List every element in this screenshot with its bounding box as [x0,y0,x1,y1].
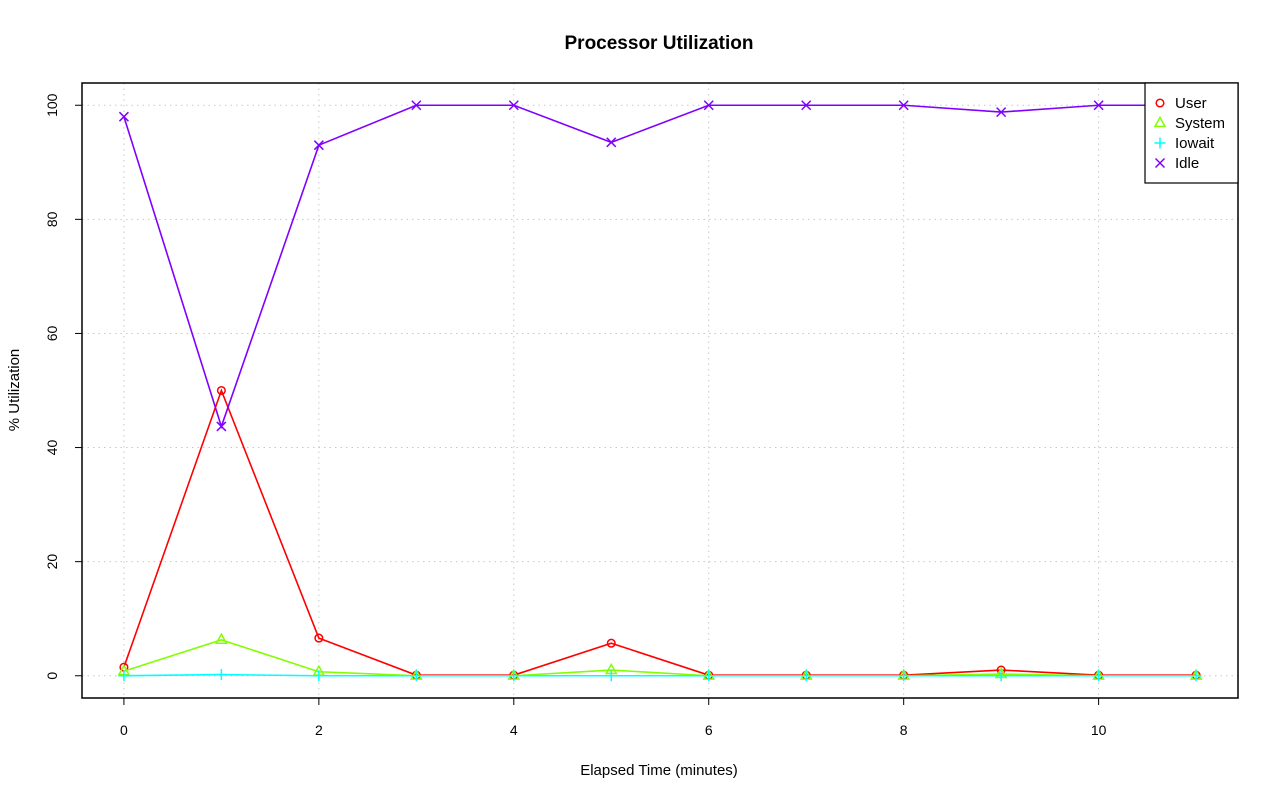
y-tick-label: 40 [44,440,60,456]
x-tick-label: 6 [705,722,713,738]
x-tick-label: 10 [1091,722,1107,738]
data-point-iowait [215,669,227,681]
x-tick-label: 4 [510,722,518,738]
data-point-idle [508,100,519,111]
y-axis-label: % Utilization [6,349,23,432]
legend-label-user: User [1175,95,1207,112]
data-point-iowait [1093,670,1105,682]
chart-title: Processor Utilization [565,33,754,54]
series-user [119,385,1201,680]
legend-label-system: System [1175,115,1225,132]
data-point-iowait [118,670,130,682]
data-point-iowait [995,670,1007,682]
data-point-iowait [410,670,422,682]
legend-marker-system [1153,115,1167,128]
data-point-idle [703,100,714,111]
data-point-iowait [605,670,617,682]
data-point-system [215,632,228,644]
legend-label-idle: Idle [1175,155,1199,172]
data-point-iowait [508,670,520,682]
y-tick-label: 0 [44,672,60,680]
data-point-idle [411,100,422,111]
y-axis: 0 20 40 60 80 100 [44,93,82,680]
x-axis: 0 2 4 6 8 10 [120,698,1107,738]
data-point-idle [118,111,129,122]
series-line-iowait [123,673,1197,677]
y-tick-label: 20 [44,554,60,570]
data-point-user [606,638,616,648]
data-point-idle [606,137,617,148]
series-iowait [118,669,1202,682]
legend-label-iowait: Iowait [1175,135,1215,152]
data-point-idle [216,421,227,432]
x-tick-label: 8 [900,722,908,738]
data-point-user [216,385,226,396]
data-point-idle [996,107,1007,118]
data-point-iowait [703,670,715,682]
plot-frame [81,82,1239,699]
legend-marker-idle [1154,157,1166,169]
series-line-user [123,388,1197,676]
data-point-idle [313,140,324,151]
series-idle [118,100,1202,432]
data-point-iowait [1190,670,1202,682]
y-tick-label: 100 [44,93,60,117]
series-line-system [123,638,1197,677]
y-tick-label: 80 [44,211,60,227]
x-tick-label: 2 [315,722,323,738]
data-point-idle [898,100,909,111]
data-point-user [314,633,324,643]
series-line-idle [123,104,1197,429]
grid [82,83,1238,698]
data-point-iowait [313,670,325,682]
data-point-iowait [800,670,812,682]
data-point-idle [1093,100,1104,111]
series-group [117,100,1203,682]
data-point-idle [801,100,812,111]
legend: User System Iowait Idle [1144,82,1239,184]
legend-marker-iowait [1154,137,1166,149]
x-tick-label: 0 [120,722,128,738]
x-axis-label: Elapsed Time (minutes) [580,762,738,779]
legend-marker-user [1155,98,1165,108]
y-tick-label: 60 [44,325,60,341]
data-point-iowait [898,670,910,682]
